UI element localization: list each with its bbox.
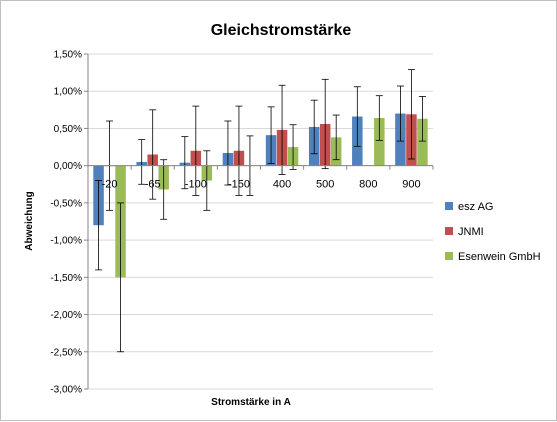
bar-esenwein-gmbh bbox=[417, 118, 428, 166]
gridlines bbox=[88, 53, 433, 390]
y-tick-label: 0,00% bbox=[54, 161, 82, 172]
x-tick-label: -65 bbox=[145, 179, 161, 191]
legend-swatch bbox=[445, 227, 453, 235]
x-tick-label: -150 bbox=[228, 179, 250, 191]
legend-label: esz AG bbox=[458, 201, 493, 213]
y-tick-label: 1,50% bbox=[54, 50, 82, 61]
legend-label: JNMI bbox=[458, 226, 484, 238]
x-tick-label: -100 bbox=[185, 179, 207, 191]
y-tick-label: -2,50% bbox=[50, 347, 82, 358]
legend-swatch bbox=[445, 202, 453, 210]
x-tick-label: 900 bbox=[402, 179, 420, 191]
legend: esz AG JNMI Esenwein GmbH bbox=[445, 201, 541, 263]
y-axis-label: Abweichung bbox=[24, 191, 35, 250]
bar-esenwein-gmbh bbox=[374, 118, 385, 166]
x-axis-label: Stromstärke in A bbox=[211, 397, 291, 408]
y-tick-label: 1,00% bbox=[54, 87, 82, 98]
y-tick-label: -1,00% bbox=[50, 236, 82, 247]
axes bbox=[84, 53, 434, 390]
y-tick-label: -3,00% bbox=[50, 385, 82, 396]
x-tick-label: -20 bbox=[102, 179, 118, 191]
y-tick-label: -2,00% bbox=[50, 310, 82, 321]
legend-swatch bbox=[445, 252, 453, 260]
chart-title: Gleichstromstärke bbox=[211, 22, 352, 39]
legend-label: Esenwein GmbH bbox=[458, 251, 541, 263]
bars bbox=[93, 69, 428, 353]
y-axis-ticks: 1,50% 1,00% 0,50% 0,00% -0,50% -1,00% -1,50% -2… bbox=[50, 50, 82, 396]
y-tick-label: 0,50% bbox=[54, 124, 82, 135]
x-tick-label: 500 bbox=[316, 179, 334, 191]
x-tick-label: 800 bbox=[359, 179, 377, 191]
y-tick-label: -1,50% bbox=[50, 273, 82, 284]
x-tick-label: 400 bbox=[273, 179, 291, 191]
x-axis-ticks: -20 -65 -100 -150 400 500 800 900 bbox=[102, 179, 421, 191]
y-tick-label: -0,50% bbox=[50, 198, 82, 209]
